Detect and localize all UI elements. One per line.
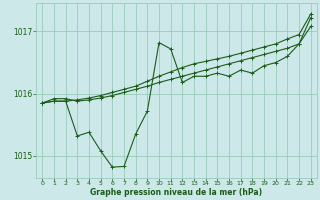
X-axis label: Graphe pression niveau de la mer (hPa): Graphe pression niveau de la mer (hPa) [91, 188, 263, 197]
